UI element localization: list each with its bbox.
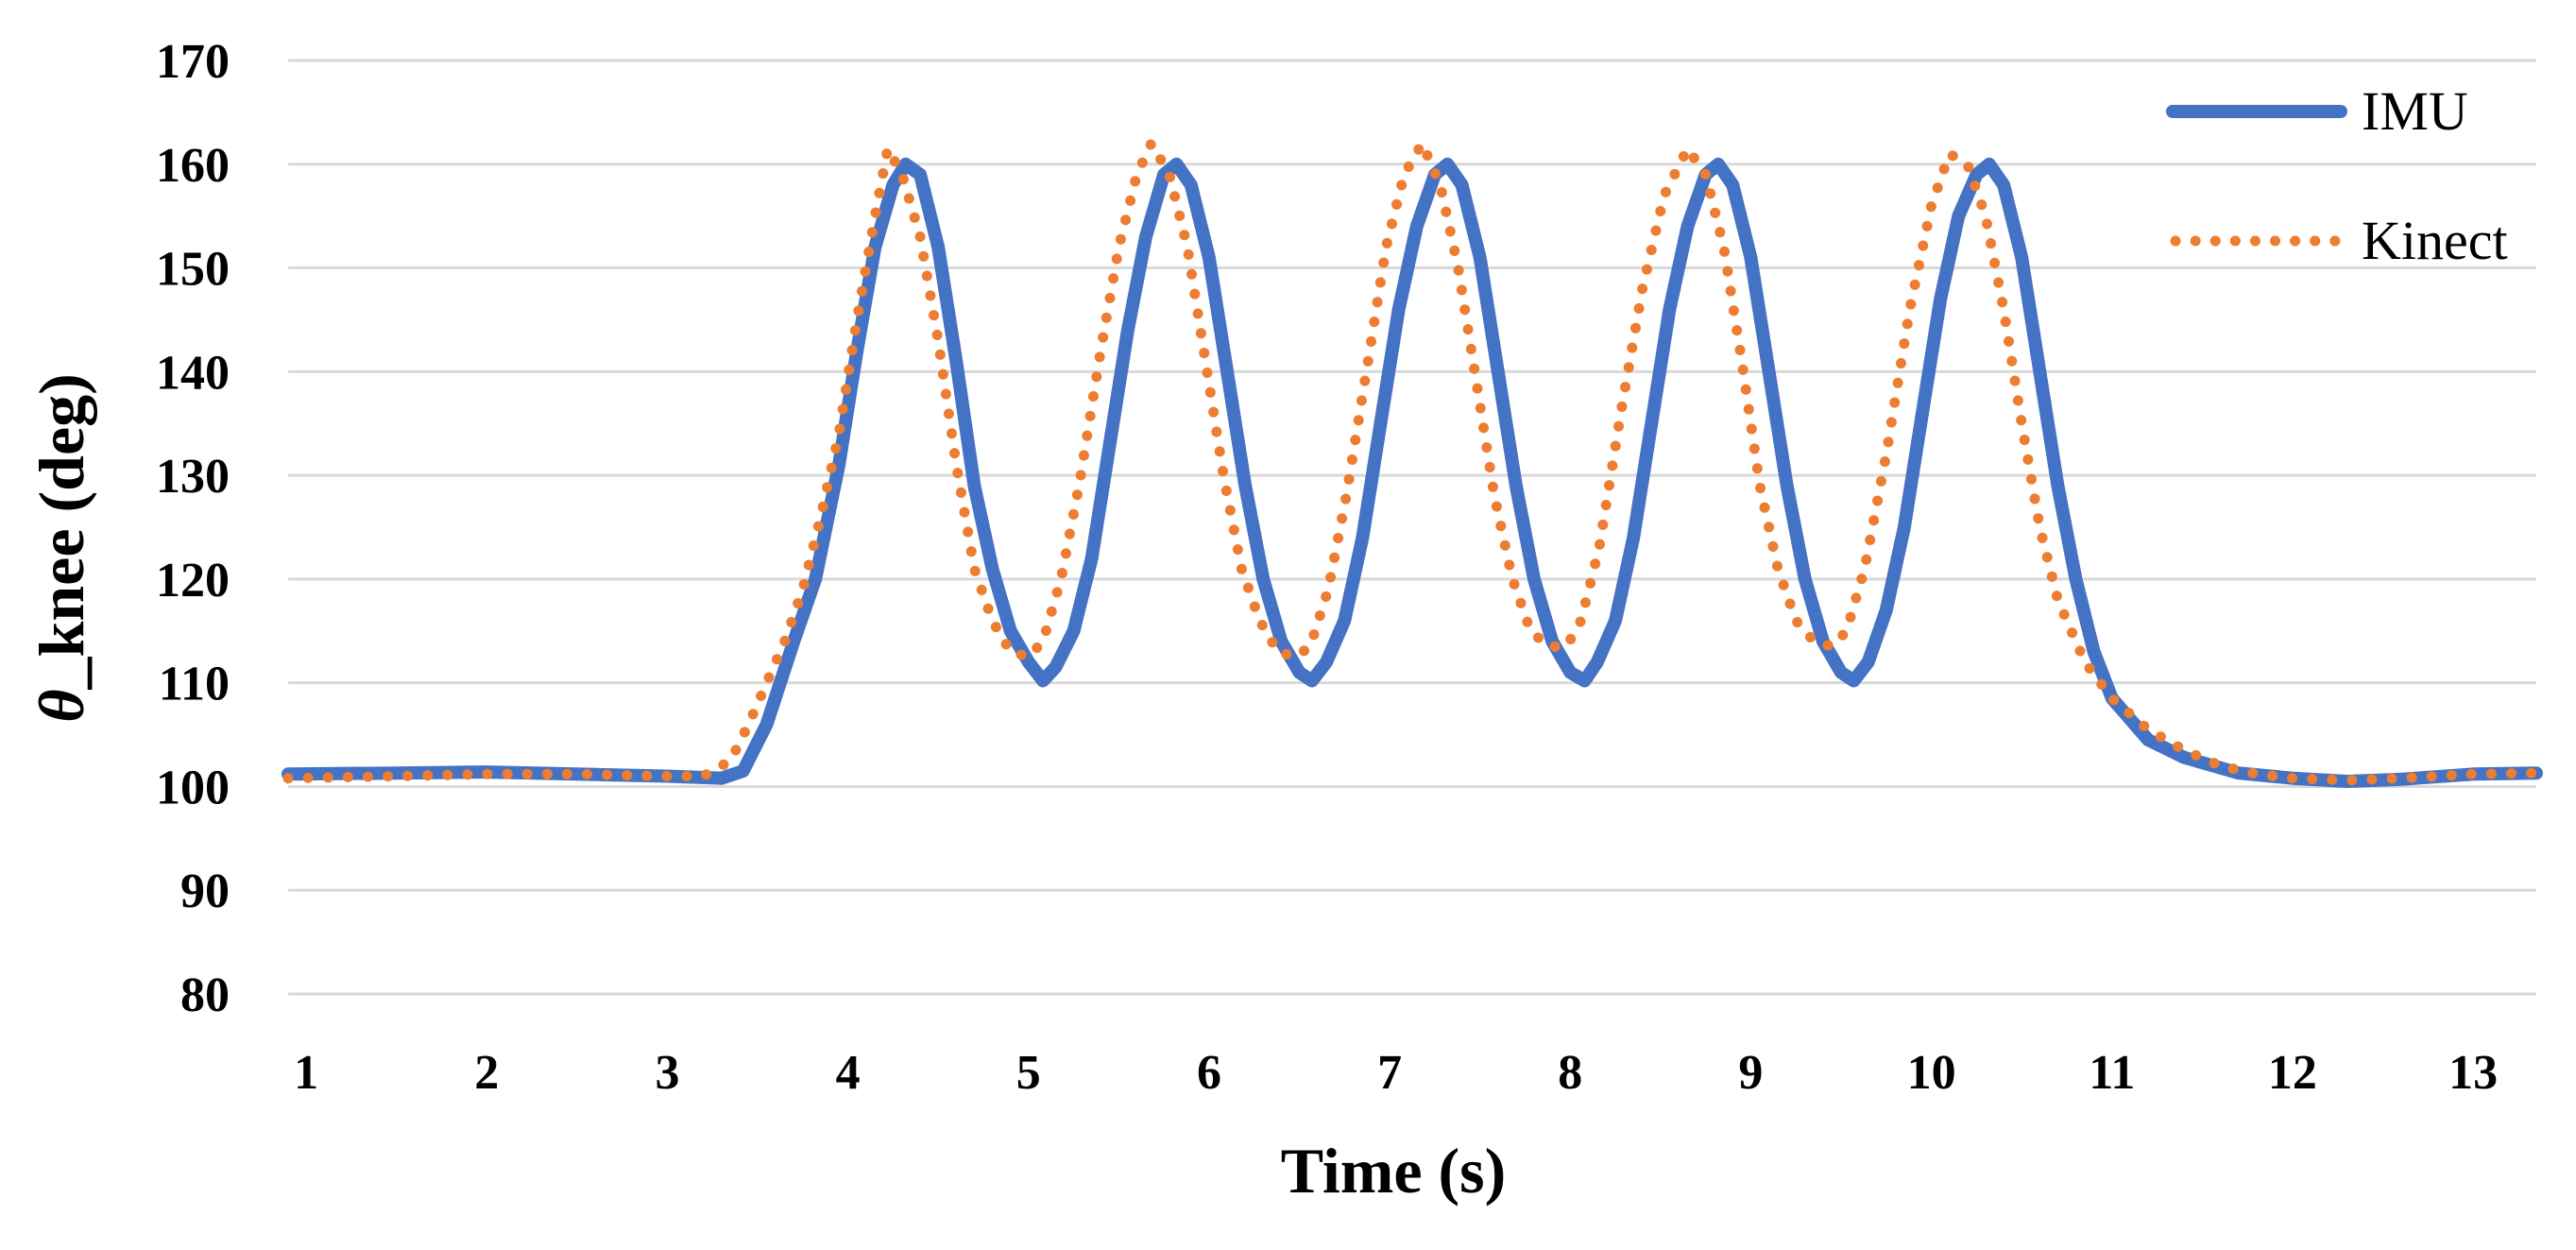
legend-label-kinect: Kinect <box>2362 210 2508 271</box>
x-tick-label: 4 <box>836 1046 861 1100</box>
y-tick-label: 100 <box>156 761 230 814</box>
gridlines <box>288 59 2536 996</box>
series-lines <box>281 138 2543 788</box>
legend-label-imu: IMU <box>2362 80 2468 142</box>
y-axis-title-symbol: θ <box>26 690 97 723</box>
y-tick-label: 170 <box>156 35 230 89</box>
y-axis-title: θ_knee (deg) <box>26 373 97 723</box>
y-tick-label: 120 <box>156 554 230 608</box>
x-tick-label: 13 <box>2448 1046 2498 1100</box>
y-tick-label: 110 <box>159 658 230 711</box>
x-tick-label: 7 <box>1377 1046 1402 1100</box>
x-tick-label: 8 <box>1558 1046 1582 1100</box>
x-tick-label: 1 <box>294 1046 318 1100</box>
x-axis-ticks: 1 2 3 4 5 6 7 8 9 10 11 12 13 <box>294 1046 2498 1100</box>
x-tick-label: 2 <box>474 1046 499 1100</box>
y-tick-label: 80 <box>180 968 230 1022</box>
y-axis-title-text: _knee (deg) <box>26 373 97 690</box>
y-tick-label: 150 <box>156 243 230 297</box>
series-line-imu <box>281 157 2543 788</box>
x-tick-label: 12 <box>2268 1046 2317 1100</box>
y-tick-label: 130 <box>156 450 230 504</box>
y-tick-label: 140 <box>156 346 230 400</box>
x-tick-label: 9 <box>1738 1046 1763 1100</box>
x-tick-label: 6 <box>1197 1046 1221 1100</box>
x-tick-label: 11 <box>2089 1046 2135 1100</box>
x-tick-label: 3 <box>655 1046 679 1100</box>
x-tick-label: 10 <box>1907 1046 1956 1100</box>
legend: IMU Kinect <box>2166 80 2508 271</box>
x-axis-title: Time (s) <box>1281 1135 1507 1207</box>
y-tick-label: 160 <box>156 139 230 193</box>
x-tick-label: 5 <box>1016 1046 1041 1100</box>
y-tick-label: 90 <box>180 865 230 918</box>
y-axis-ticks: 80 90 100 110 120 130 140 150 160 170 <box>156 35 230 1022</box>
